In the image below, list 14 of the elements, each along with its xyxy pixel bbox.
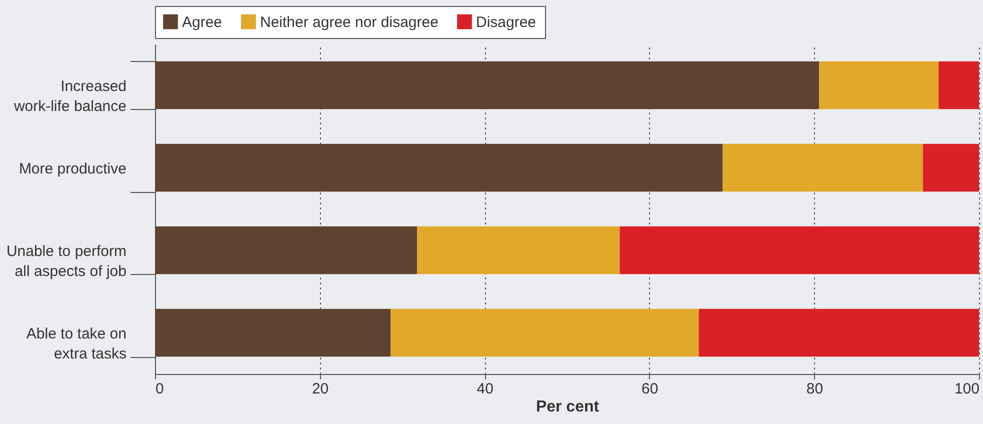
y-tick-label: Increased work-life balance <box>12 78 126 115</box>
y-tick-label: More productive <box>18 160 126 178</box>
legend-label: Disagree <box>476 14 536 31</box>
legend-label: Agree <box>182 14 222 31</box>
x-tick-label: 100 <box>954 380 980 398</box>
y-tick-label: Unable to perform all aspects of job <box>6 242 126 280</box>
x-tick-label: 0 <box>156 380 164 398</box>
x-tick-label: 60 <box>642 380 658 398</box>
y-tick-label: Able to take on extra tasks <box>26 325 126 362</box>
x-tick-label: 20 <box>312 380 329 398</box>
x-axis-title: Per cent <box>536 398 600 416</box>
x-tick-label: 80 <box>806 380 824 398</box>
x-tick-label: 40 <box>476 380 494 398</box>
legend-label: Neither agree nor disagree <box>260 14 438 31</box>
